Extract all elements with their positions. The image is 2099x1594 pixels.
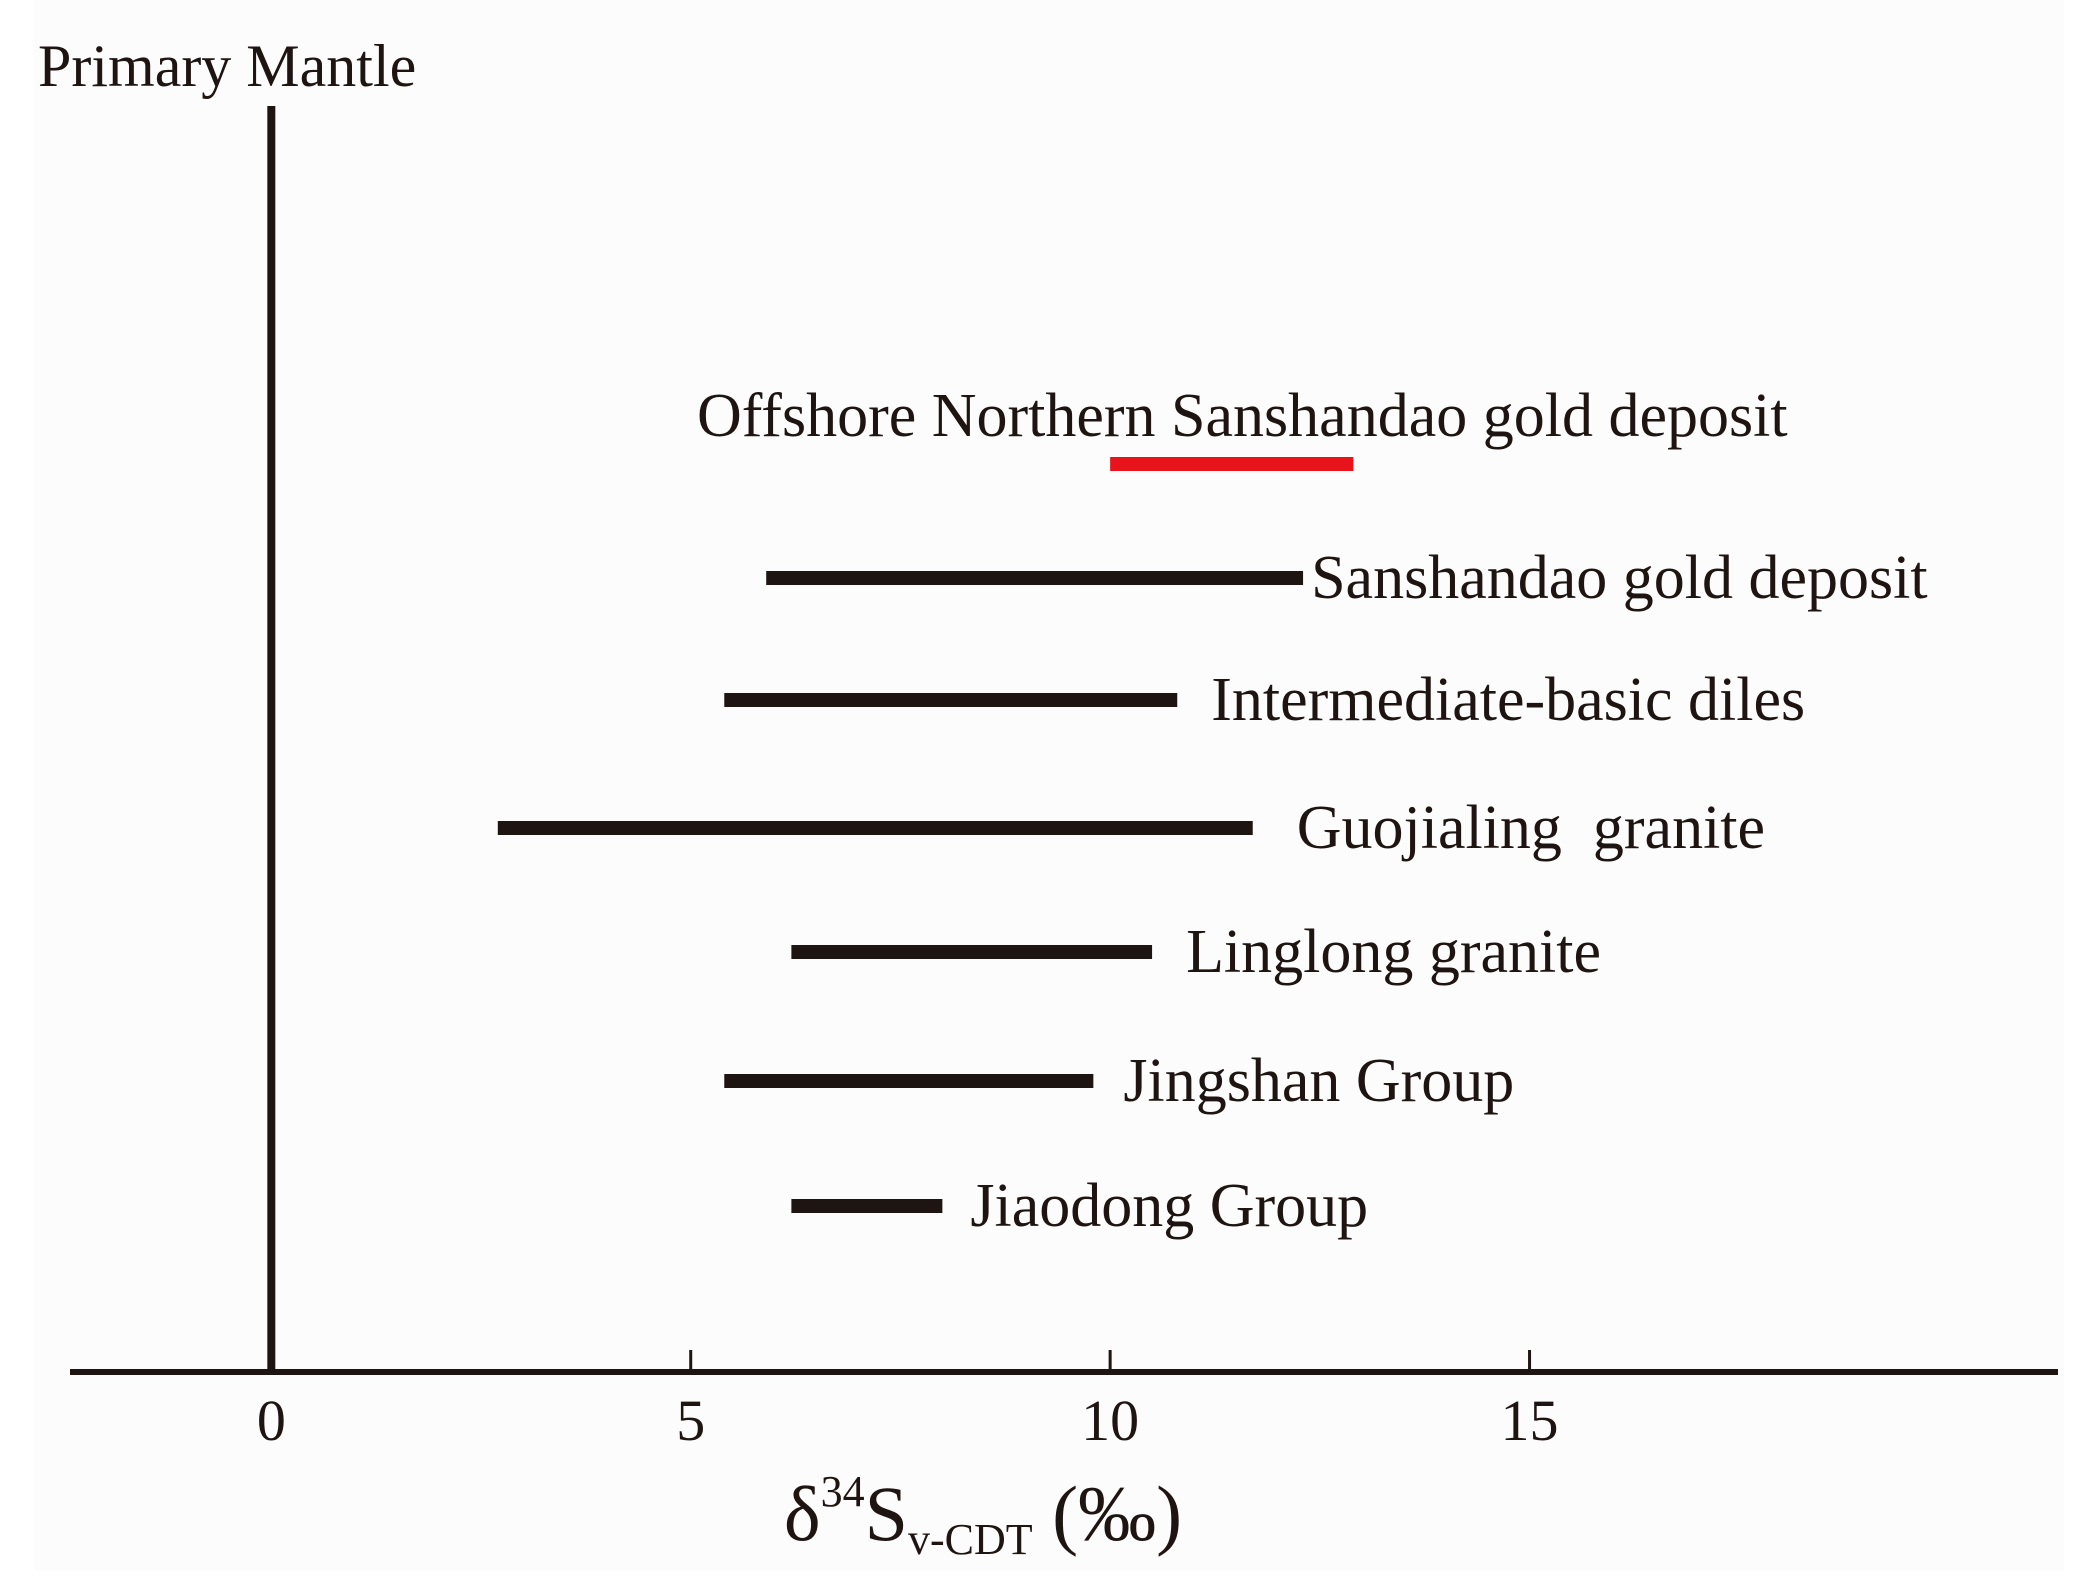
primary-mantle-label: Primary Mantle (38, 33, 416, 99)
series-label: Intermediate-basic diles (1211, 666, 1805, 734)
series-label: Linglong granite (1186, 918, 1601, 986)
x-tick-label: 0 (257, 1388, 286, 1453)
x-tick-label: 5 (676, 1388, 705, 1453)
x-axis-title-unit: (‰) (1033, 1470, 1182, 1557)
x-tick-label: 10 (1081, 1388, 1139, 1453)
primary-mantle-reference: Primary Mantle (38, 33, 416, 1372)
series-label: Sanshandao gold deposit (1311, 544, 1928, 612)
series-label: Jiaodong Group (970, 1172, 1368, 1240)
series-label: Guojialing granite (1297, 794, 1765, 862)
x-tick-label: 15 (1501, 1388, 1559, 1453)
series-label: Offshore Northern Sanshandao gold deposi… (697, 382, 1788, 450)
x-axis-title: δ34Sv-CDT (‰) (784, 1467, 1182, 1564)
x-axis-title-subscript: v-CDT (908, 1515, 1033, 1564)
x-axis-title-delta: δ (784, 1470, 821, 1557)
x-axis-title-main: S (865, 1470, 908, 1557)
x-axis-title-superscript: 34 (821, 1467, 865, 1516)
x-axis-ticks: 0 5 10 15 (257, 1350, 1559, 1453)
range-bars: Offshore Northern Sanshandao gold deposi… (497, 382, 1928, 1240)
plot-panel (34, 0, 2064, 1570)
series-label: Jingshan Group (1123, 1047, 1514, 1115)
